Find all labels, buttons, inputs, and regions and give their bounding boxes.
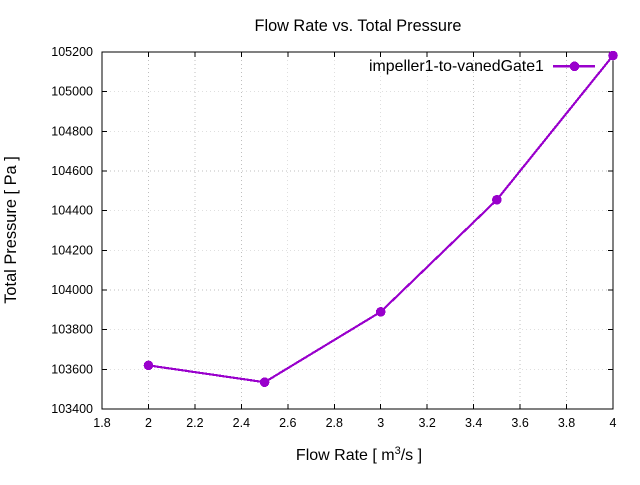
svg-text:3.4: 3.4 <box>465 416 482 430</box>
svg-text:Total Pressure [ Pa ]: Total Pressure [ Pa ] <box>2 156 20 304</box>
svg-text:3.6: 3.6 <box>511 416 528 430</box>
svg-text:2: 2 <box>145 416 152 430</box>
svg-text:impeller1-to-vanedGate1: impeller1-to-vanedGate1 <box>369 58 544 75</box>
svg-text:1.8: 1.8 <box>93 416 110 430</box>
svg-text:3: 3 <box>377 416 384 430</box>
svg-text:105200: 105200 <box>51 45 93 59</box>
svg-text:103800: 103800 <box>51 323 93 337</box>
svg-text:2.8: 2.8 <box>326 416 343 430</box>
svg-text:2.6: 2.6 <box>279 416 296 430</box>
svg-text:103600: 103600 <box>51 362 93 376</box>
svg-text:104600: 104600 <box>51 164 93 178</box>
svg-text:104800: 104800 <box>51 124 93 138</box>
svg-text:3.2: 3.2 <box>418 416 435 430</box>
svg-text:2.2: 2.2 <box>186 416 203 430</box>
svg-text:4: 4 <box>610 416 617 430</box>
svg-text:2.4: 2.4 <box>233 416 250 430</box>
svg-text:104000: 104000 <box>51 283 93 297</box>
svg-text:105000: 105000 <box>51 85 93 99</box>
svg-text:104400: 104400 <box>51 204 93 218</box>
svg-text:103400: 103400 <box>51 402 93 416</box>
svg-text:104200: 104200 <box>51 243 93 257</box>
svg-text:Flow Rate [ m3/s ]: Flow Rate [ m3/s ] <box>296 445 422 464</box>
svg-text:3.8: 3.8 <box>558 416 575 430</box>
svg-text:Flow Rate vs. Total Pressure: Flow Rate vs. Total Pressure <box>255 17 462 35</box>
